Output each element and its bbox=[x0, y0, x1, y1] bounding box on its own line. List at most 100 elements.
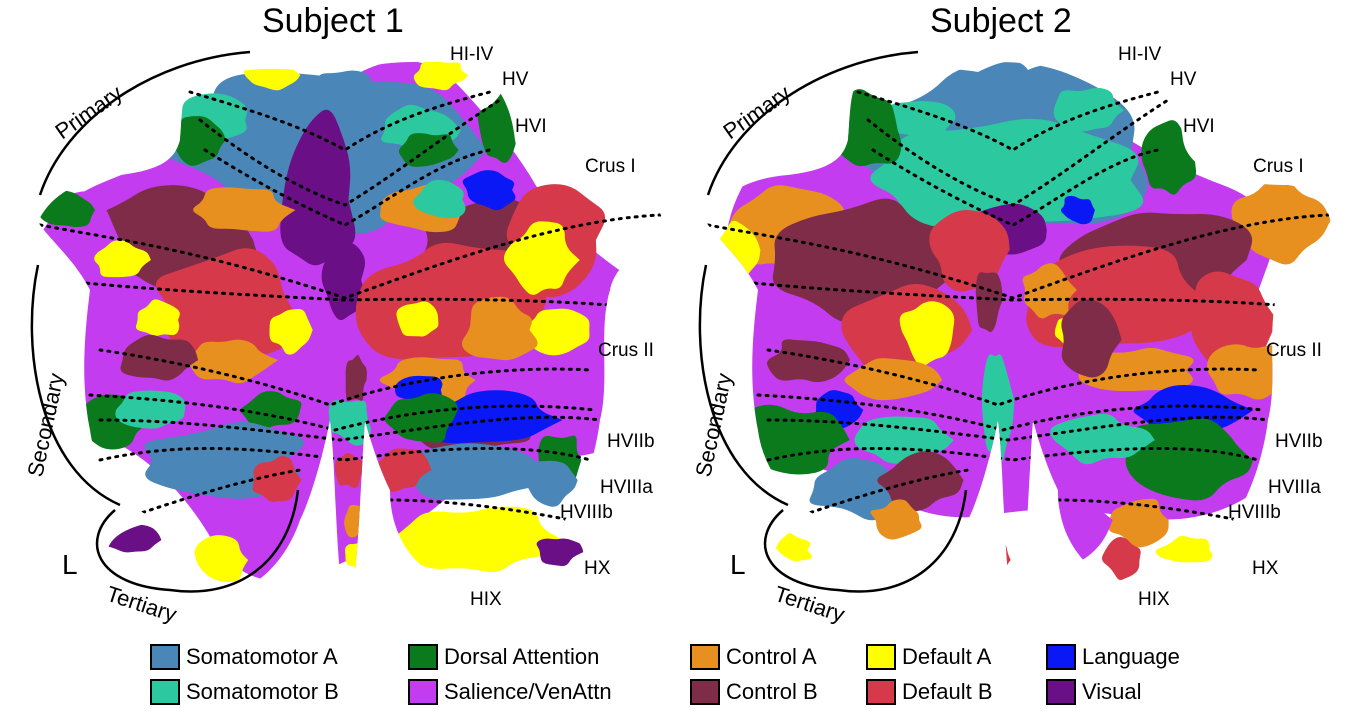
network-region bbox=[135, 299, 180, 336]
network-region bbox=[240, 391, 302, 430]
lobule-label-hviib: HVIIb bbox=[1275, 431, 1323, 452]
division-bracket bbox=[698, 264, 789, 507]
lobule-boundary bbox=[198, 98, 502, 207]
lobule-label-hv: HV bbox=[1170, 69, 1197, 90]
lobule-label-hi-iv: HI-IV bbox=[1118, 44, 1162, 65]
network-region bbox=[1050, 413, 1155, 465]
network-region bbox=[194, 535, 249, 583]
lobule-boundary bbox=[766, 446, 1260, 462]
network-region bbox=[1207, 344, 1283, 400]
network-legend: Somatomotor A Somatomotor B Dorsal Atten… bbox=[0, 636, 1361, 723]
legend-swatch-somatomotor-b bbox=[150, 679, 180, 705]
division-label-tertiary: Tertiary bbox=[103, 581, 179, 627]
lobule-label-hix: HIX bbox=[1138, 589, 1170, 610]
legend-item-dorsal-attention: Dorsal Attention bbox=[408, 642, 599, 672]
network-region bbox=[981, 354, 1015, 463]
lobule-boundary bbox=[188, 90, 492, 152]
lobule-boundary bbox=[756, 393, 1265, 432]
network-region bbox=[345, 543, 365, 570]
legend-item-default-b: Default B bbox=[866, 677, 993, 707]
lobule-boundary bbox=[866, 98, 1170, 207]
legend-label-somatomotor-a: Somatomotor A bbox=[186, 644, 338, 669]
network-region bbox=[462, 170, 516, 211]
network-region bbox=[1060, 195, 1095, 225]
lobule-boundary bbox=[856, 90, 1160, 152]
lobule-boundary bbox=[766, 415, 1270, 442]
lobule-label-hviib: HVIIb bbox=[607, 431, 655, 452]
network-region bbox=[1108, 498, 1169, 548]
lobule-label-hv: HV bbox=[502, 69, 529, 90]
division-label-tertiary: Tertiary bbox=[771, 581, 847, 627]
lobule-label-hviiia: HVIIIa bbox=[1268, 477, 1321, 498]
legend-item-somatomotor-b: Somatomotor B bbox=[150, 677, 339, 707]
legend-swatch-default-b bbox=[866, 679, 896, 705]
legend-item-language: Language bbox=[1046, 642, 1180, 672]
lobule-boundary bbox=[871, 148, 1160, 227]
network-region bbox=[1101, 537, 1141, 581]
lobule-label-hviiib: HVIIIb bbox=[560, 502, 613, 523]
network-region bbox=[321, 242, 366, 321]
division-label-primary: Primary bbox=[51, 80, 127, 144]
network-region bbox=[522, 460, 578, 507]
network-region bbox=[899, 301, 955, 367]
network-region bbox=[870, 499, 922, 540]
legend-swatch-control-a bbox=[690, 644, 720, 670]
lobule-label-hviiia: HVIIIa bbox=[600, 477, 653, 498]
division-bracket bbox=[706, 50, 919, 196]
legend-item-visual: Visual bbox=[1046, 677, 1142, 707]
legend-label-default-b: Default B bbox=[902, 679, 993, 704]
lobule-boundary bbox=[766, 348, 1260, 407]
division-bracket bbox=[30, 264, 121, 507]
legend-label-language: Language bbox=[1082, 644, 1180, 669]
network-region bbox=[503, 221, 580, 295]
hemisphere-label: L bbox=[62, 549, 78, 580]
flatmap-subject-1: Primary Secondary Tertiary L HI-IV HV HVI Crus … bbox=[22, 44, 664, 627]
legend-swatch-dorsal-attention bbox=[408, 644, 438, 670]
legend-label-control-a: Control A bbox=[726, 644, 817, 669]
lobule-label-crus-i: Crus I bbox=[1253, 156, 1304, 177]
division-bracket bbox=[95, 489, 300, 593]
lobule-boundary bbox=[88, 393, 597, 432]
network-region bbox=[413, 179, 466, 219]
lobule-label-crus-ii: Crus II bbox=[1266, 340, 1322, 361]
lobule-label-hvi: HVI bbox=[515, 116, 547, 137]
hemisphere-label: L bbox=[730, 549, 746, 580]
network-region bbox=[396, 301, 439, 337]
division-label-primary: Primary bbox=[719, 80, 795, 144]
legend-label-dorsal-attention: Dorsal Attention bbox=[444, 644, 600, 669]
legend-swatch-somatomotor-a bbox=[150, 644, 180, 670]
network-parcellation bbox=[38, 61, 664, 583]
lobule-boundary bbox=[388, 498, 572, 522]
network-region bbox=[766, 339, 850, 383]
lobule-label-hix: HIX bbox=[470, 589, 502, 610]
network-region bbox=[280, 109, 356, 266]
lobule-boundary bbox=[1056, 498, 1240, 522]
legend-swatch-control-b bbox=[690, 679, 720, 705]
network-region bbox=[536, 538, 588, 567]
legend-item-default-a: Default A bbox=[866, 642, 991, 672]
legend-label-control-b: Control B bbox=[726, 679, 818, 704]
network-region bbox=[335, 453, 367, 489]
legend-item-somatomotor-a: Somatomotor A bbox=[150, 642, 338, 672]
legend-swatch-language bbox=[1046, 644, 1076, 670]
lobule-boundary bbox=[98, 446, 592, 462]
legend-item-control-b: Control B bbox=[690, 677, 818, 707]
network-region bbox=[104, 524, 162, 553]
network-region bbox=[1191, 271, 1278, 371]
network-region bbox=[94, 240, 151, 278]
network-region bbox=[406, 443, 546, 500]
network-region bbox=[413, 61, 469, 91]
lobule-label-crus-i: Crus I bbox=[585, 156, 636, 177]
network-region bbox=[1155, 535, 1213, 563]
network-region bbox=[1022, 263, 1077, 319]
network-region bbox=[1141, 120, 1197, 195]
lobule-label-hx: HX bbox=[584, 558, 611, 579]
cerebellar-flatmaps: Primary Secondary Tertiary L HI-IV HV HVI Crus … bbox=[22, 44, 1331, 627]
network-region bbox=[398, 133, 459, 167]
division-label-secondary: Secondary bbox=[22, 371, 68, 479]
legend-swatch-visual bbox=[1046, 679, 1076, 705]
lobule-boundary bbox=[38, 213, 662, 300]
legend-item-salience-venattn: Salience/VenAttn bbox=[408, 677, 612, 707]
network-region bbox=[269, 308, 313, 355]
